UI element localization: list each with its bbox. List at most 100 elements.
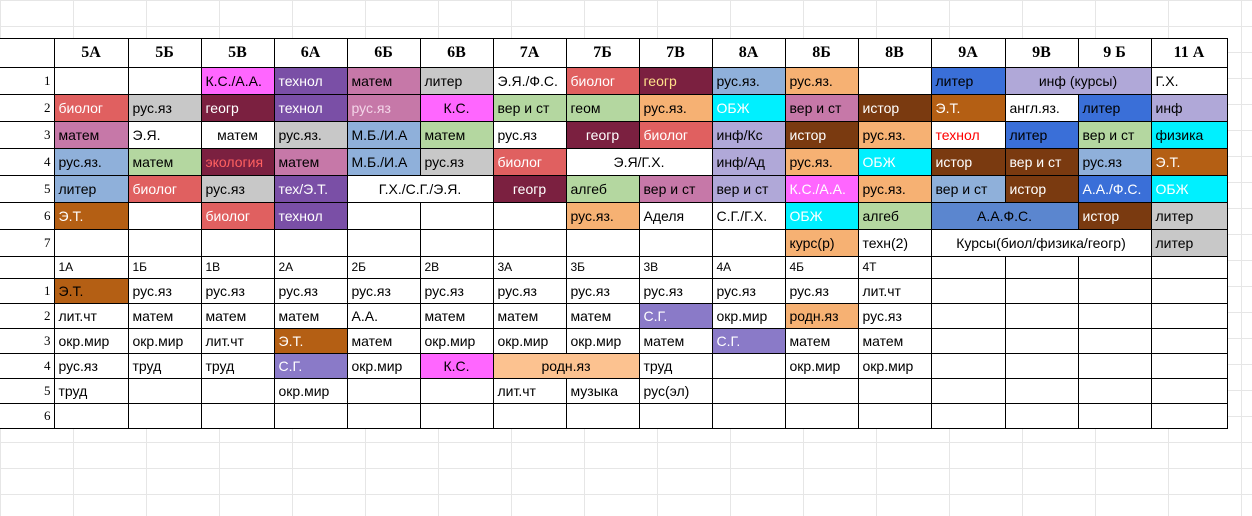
lesson-cell[interactable] bbox=[419, 378, 494, 404]
class-header-cell[interactable]: 3Б bbox=[565, 256, 640, 279]
lesson-cell[interactable] bbox=[1150, 378, 1228, 404]
lesson-cell[interactable]: С.Г. bbox=[273, 353, 348, 379]
lesson-cell[interactable]: рус.яз bbox=[492, 278, 567, 304]
class-header-cell[interactable]: 8А bbox=[711, 38, 786, 68]
lesson-cell[interactable]: матем bbox=[565, 303, 640, 329]
lesson-cell[interactable] bbox=[1004, 378, 1079, 404]
lesson-cell[interactable]: Аделя bbox=[638, 202, 713, 230]
lesson-cell[interactable]: матем bbox=[200, 303, 275, 329]
lesson-cell[interactable]: литер bbox=[930, 67, 1006, 95]
lesson-cell[interactable] bbox=[638, 229, 713, 257]
lesson-cell[interactable]: Э.Я/Г.Х. bbox=[565, 148, 713, 176]
lesson-cell[interactable]: К.С./А.А. bbox=[200, 67, 275, 95]
lesson-cell[interactable] bbox=[857, 378, 932, 404]
lesson-cell[interactable]: лит.чт bbox=[857, 278, 932, 304]
corner-cell[interactable] bbox=[0, 256, 55, 279]
lesson-cell[interactable]: рус.яз. bbox=[53, 148, 129, 176]
lesson-cell[interactable]: биолог bbox=[638, 121, 713, 149]
lesson-cell[interactable] bbox=[346, 378, 421, 404]
lesson-cell[interactable]: биолог bbox=[53, 94, 129, 122]
lesson-cell[interactable]: ОБЖ bbox=[784, 202, 859, 230]
lesson-cell[interactable]: курс(р) bbox=[784, 229, 859, 257]
lesson-cell[interactable]: биолог bbox=[200, 202, 275, 230]
lesson-cell[interactable]: рус.яз. bbox=[711, 67, 786, 95]
lesson-cell[interactable]: Курсы(биол/физика/геогр) bbox=[930, 229, 1152, 257]
lesson-cell[interactable] bbox=[127, 378, 202, 404]
lesson-cell[interactable]: окр.мир bbox=[419, 328, 494, 354]
class-header-cell[interactable]: 1А bbox=[53, 256, 129, 279]
lesson-cell[interactable] bbox=[273, 403, 348, 429]
lesson-cell[interactable]: инф/Ад bbox=[711, 148, 786, 176]
lesson-cell[interactable]: С.Г./Г.Х. bbox=[711, 202, 786, 230]
lesson-cell[interactable] bbox=[492, 403, 567, 429]
lesson-number-cell[interactable]: 2 bbox=[0, 94, 55, 122]
lesson-cell[interactable] bbox=[200, 229, 275, 257]
lesson-cell[interactable] bbox=[127, 67, 202, 95]
lesson-cell[interactable]: окр.мир bbox=[565, 328, 640, 354]
lesson-cell[interactable]: труд bbox=[53, 378, 129, 404]
lesson-number-cell[interactable]: 5 bbox=[0, 378, 55, 404]
lesson-cell[interactable]: инф (курсы) bbox=[1004, 67, 1152, 95]
lesson-cell[interactable]: Э.Я. bbox=[127, 121, 202, 149]
lesson-cell[interactable]: А.А./Ф.С. bbox=[1077, 175, 1152, 203]
class-header-cell[interactable]: 5Б bbox=[127, 38, 202, 68]
lesson-cell[interactable] bbox=[200, 378, 275, 404]
lesson-cell[interactable] bbox=[711, 353, 786, 379]
corner-cell[interactable] bbox=[0, 38, 55, 68]
lesson-cell[interactable] bbox=[711, 403, 786, 429]
lesson-cell[interactable]: литер bbox=[1004, 121, 1079, 149]
lesson-cell[interactable]: С.Г. bbox=[638, 303, 713, 329]
lesson-cell[interactable]: биолог bbox=[492, 148, 567, 176]
lesson-cell[interactable] bbox=[784, 378, 859, 404]
lesson-cell[interactable] bbox=[1077, 303, 1152, 329]
lesson-cell[interactable]: геогр bbox=[200, 94, 275, 122]
lesson-cell[interactable]: матем bbox=[127, 148, 202, 176]
lesson-cell[interactable]: инф/Кс bbox=[711, 121, 786, 149]
lesson-cell[interactable]: музыка bbox=[565, 378, 640, 404]
lesson-cell[interactable] bbox=[419, 403, 494, 429]
class-header-cell[interactable]: 11 А bbox=[1150, 38, 1228, 68]
lesson-cell[interactable]: литер bbox=[1077, 94, 1152, 122]
lesson-cell[interactable] bbox=[346, 403, 421, 429]
lesson-cell[interactable] bbox=[711, 229, 786, 257]
lesson-cell[interactable]: рус.яз bbox=[346, 94, 421, 122]
lesson-cell[interactable] bbox=[1077, 378, 1152, 404]
class-header-cell[interactable]: 3В bbox=[638, 256, 713, 279]
lesson-cell[interactable]: Э.Я./Ф.С. bbox=[492, 67, 567, 95]
class-header-cell[interactable]: 9 Б bbox=[1077, 38, 1152, 68]
lesson-cell[interactable] bbox=[930, 328, 1006, 354]
lesson-cell[interactable] bbox=[930, 403, 1006, 429]
lesson-cell[interactable]: истор bbox=[857, 94, 932, 122]
lesson-cell[interactable]: матем bbox=[419, 303, 494, 329]
lesson-cell[interactable]: технол bbox=[273, 67, 348, 95]
class-header-cell[interactable]: 9А bbox=[930, 38, 1006, 68]
lesson-cell[interactable]: А.А.Ф.С. bbox=[930, 202, 1079, 230]
lesson-cell[interactable]: литер bbox=[53, 175, 129, 203]
lesson-number-cell[interactable]: 3 bbox=[0, 328, 55, 354]
class-header-cell[interactable]: 2А bbox=[273, 256, 348, 279]
lesson-cell[interactable]: рус.яз bbox=[53, 353, 129, 379]
lesson-cell[interactable] bbox=[565, 229, 640, 257]
lesson-cell[interactable]: вер и ст bbox=[930, 175, 1006, 203]
lesson-cell[interactable]: вер и ст bbox=[638, 175, 713, 203]
lesson-cell[interactable] bbox=[346, 229, 421, 257]
lesson-cell[interactable]: матем bbox=[638, 328, 713, 354]
lesson-cell[interactable] bbox=[565, 403, 640, 429]
lesson-number-cell[interactable]: 7 bbox=[0, 229, 55, 257]
lesson-cell[interactable]: окр.мир bbox=[857, 353, 932, 379]
class-header-cell[interactable]: 4Б bbox=[784, 256, 859, 279]
lesson-cell[interactable]: Э.Т. bbox=[273, 328, 348, 354]
lesson-cell[interactable]: матем bbox=[53, 121, 129, 149]
lesson-cell[interactable]: рус.яз bbox=[1077, 148, 1152, 176]
lesson-cell[interactable]: рус.яз bbox=[200, 278, 275, 304]
lesson-cell[interactable]: Э.Т. bbox=[53, 202, 129, 230]
class-header-cell[interactable]: 6В bbox=[419, 38, 494, 68]
lesson-cell[interactable]: биолог bbox=[565, 67, 640, 95]
lesson-cell[interactable]: алгеб bbox=[565, 175, 640, 203]
lesson-cell[interactable]: физика bbox=[1150, 121, 1228, 149]
lesson-cell[interactable] bbox=[638, 403, 713, 429]
lesson-cell[interactable] bbox=[492, 229, 567, 257]
lesson-cell[interactable] bbox=[1150, 353, 1228, 379]
lesson-cell[interactable]: окр.мир bbox=[492, 328, 567, 354]
lesson-cell[interactable]: вер и ст bbox=[492, 94, 567, 122]
